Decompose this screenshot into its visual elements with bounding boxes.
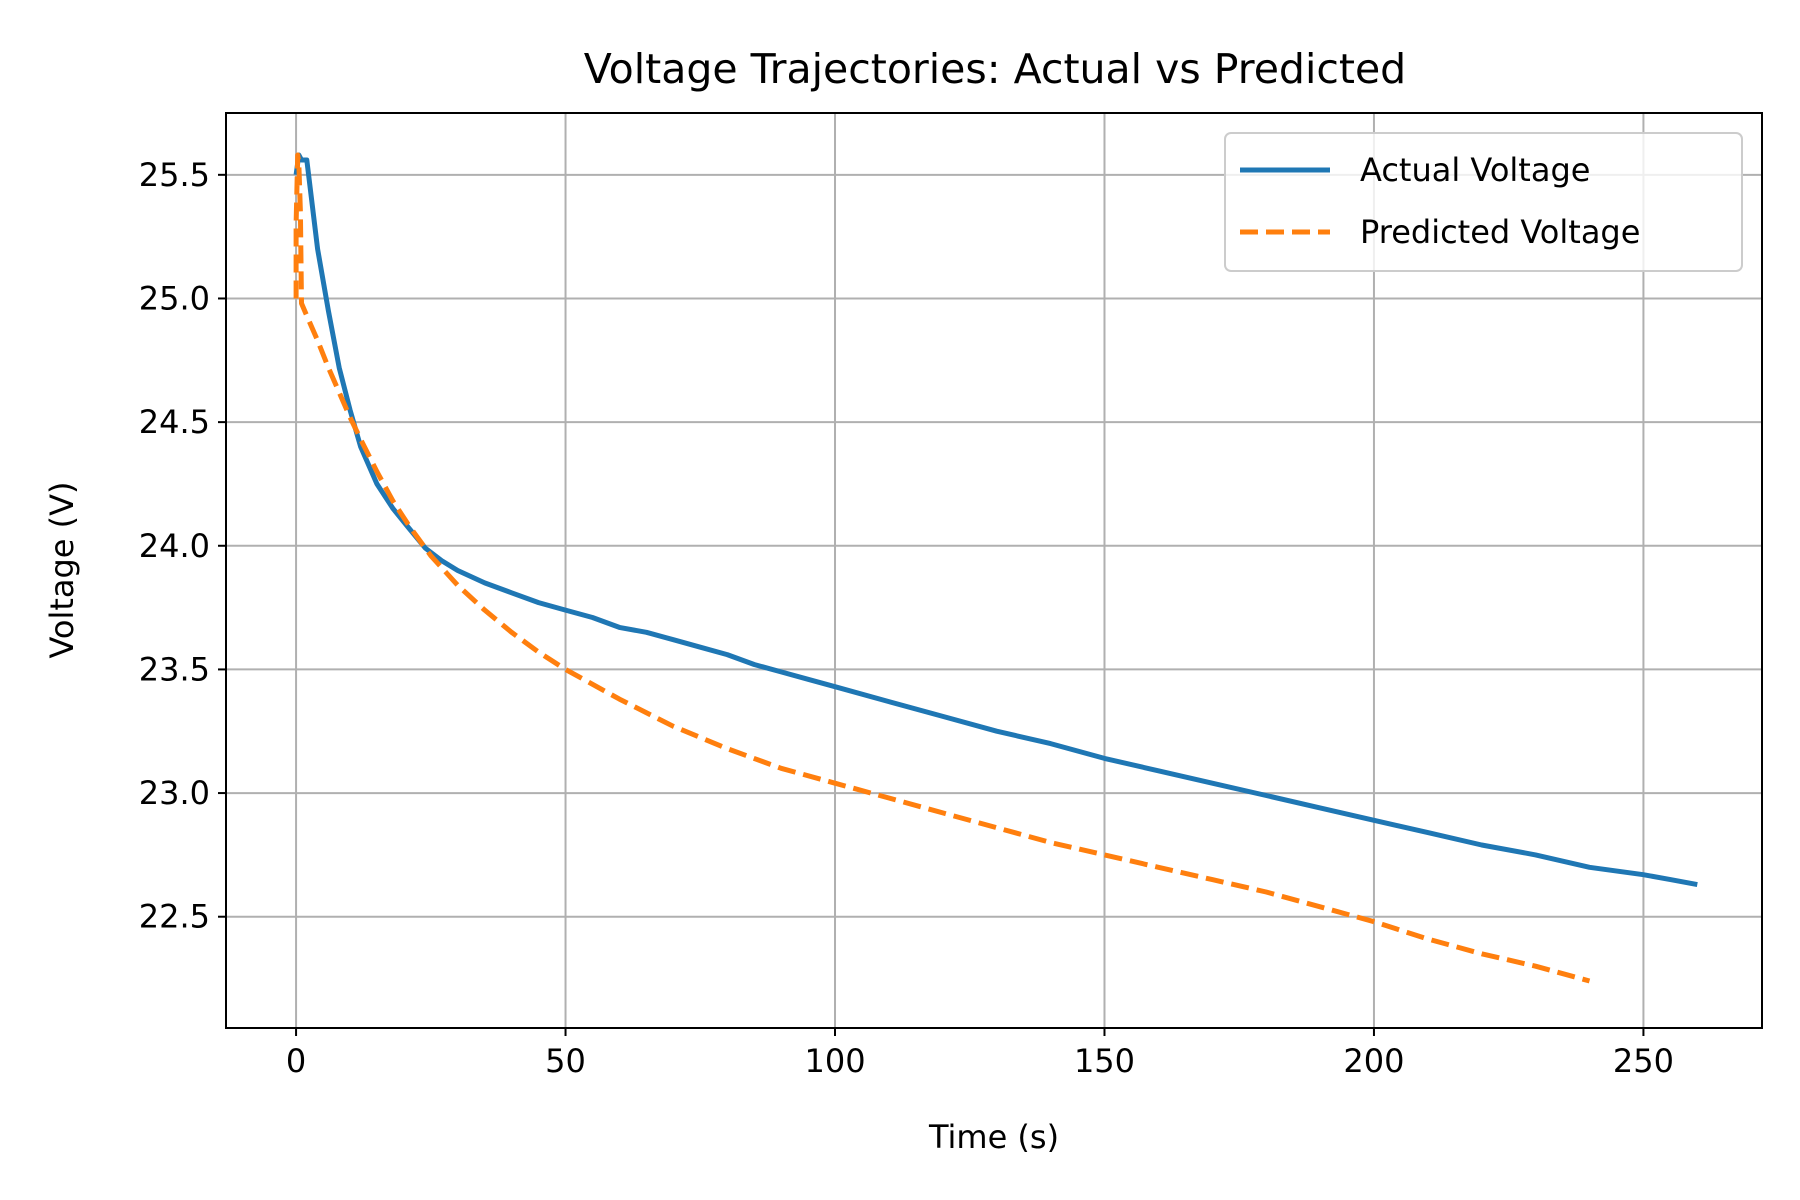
y-axis-title: Voltage (V)	[43, 481, 81, 658]
y-tick-label: 25.5	[139, 156, 210, 194]
y-tick-label: 24.0	[139, 527, 210, 565]
y-tick-label: 23.5	[139, 650, 210, 688]
y-tick-label: 24.5	[139, 403, 210, 441]
series-layer	[293, 152, 1698, 984]
chart-title: Voltage Trajectories: Actual vs Predicte…	[584, 45, 1406, 93]
legend-label-actual-voltage: Actual Voltage	[1360, 151, 1590, 189]
y-tick-label: 25.0	[139, 279, 210, 317]
x-tick-label: 50	[545, 1042, 586, 1080]
x-tick-label: 0	[286, 1042, 306, 1080]
tick-layer: 0 50 100 150 200 250 22.5 23.0 23.5 24.0 24.5 25.0 2…	[139, 156, 1674, 1080]
x-tick-label: 200	[1343, 1042, 1404, 1080]
x-tick-label: 100	[804, 1042, 865, 1080]
x-tick-label: 250	[1613, 1042, 1674, 1080]
legend: Actual Voltage Predicted Voltage	[1224, 132, 1743, 272]
series-line-predicted-voltage	[293, 152, 1591, 984]
x-axis-title: Time (s)	[928, 1118, 1059, 1156]
legend-box	[1224, 132, 1743, 272]
legend-label-predicted-voltage: Predicted Voltage	[1360, 213, 1640, 251]
plot-frame	[225, 112, 1763, 1029]
y-tick-label: 22.5	[139, 898, 210, 936]
x-tick-label: 150	[1074, 1042, 1135, 1080]
grid-layer	[226, 113, 1762, 1028]
y-tick-label: 23.0	[139, 774, 210, 812]
